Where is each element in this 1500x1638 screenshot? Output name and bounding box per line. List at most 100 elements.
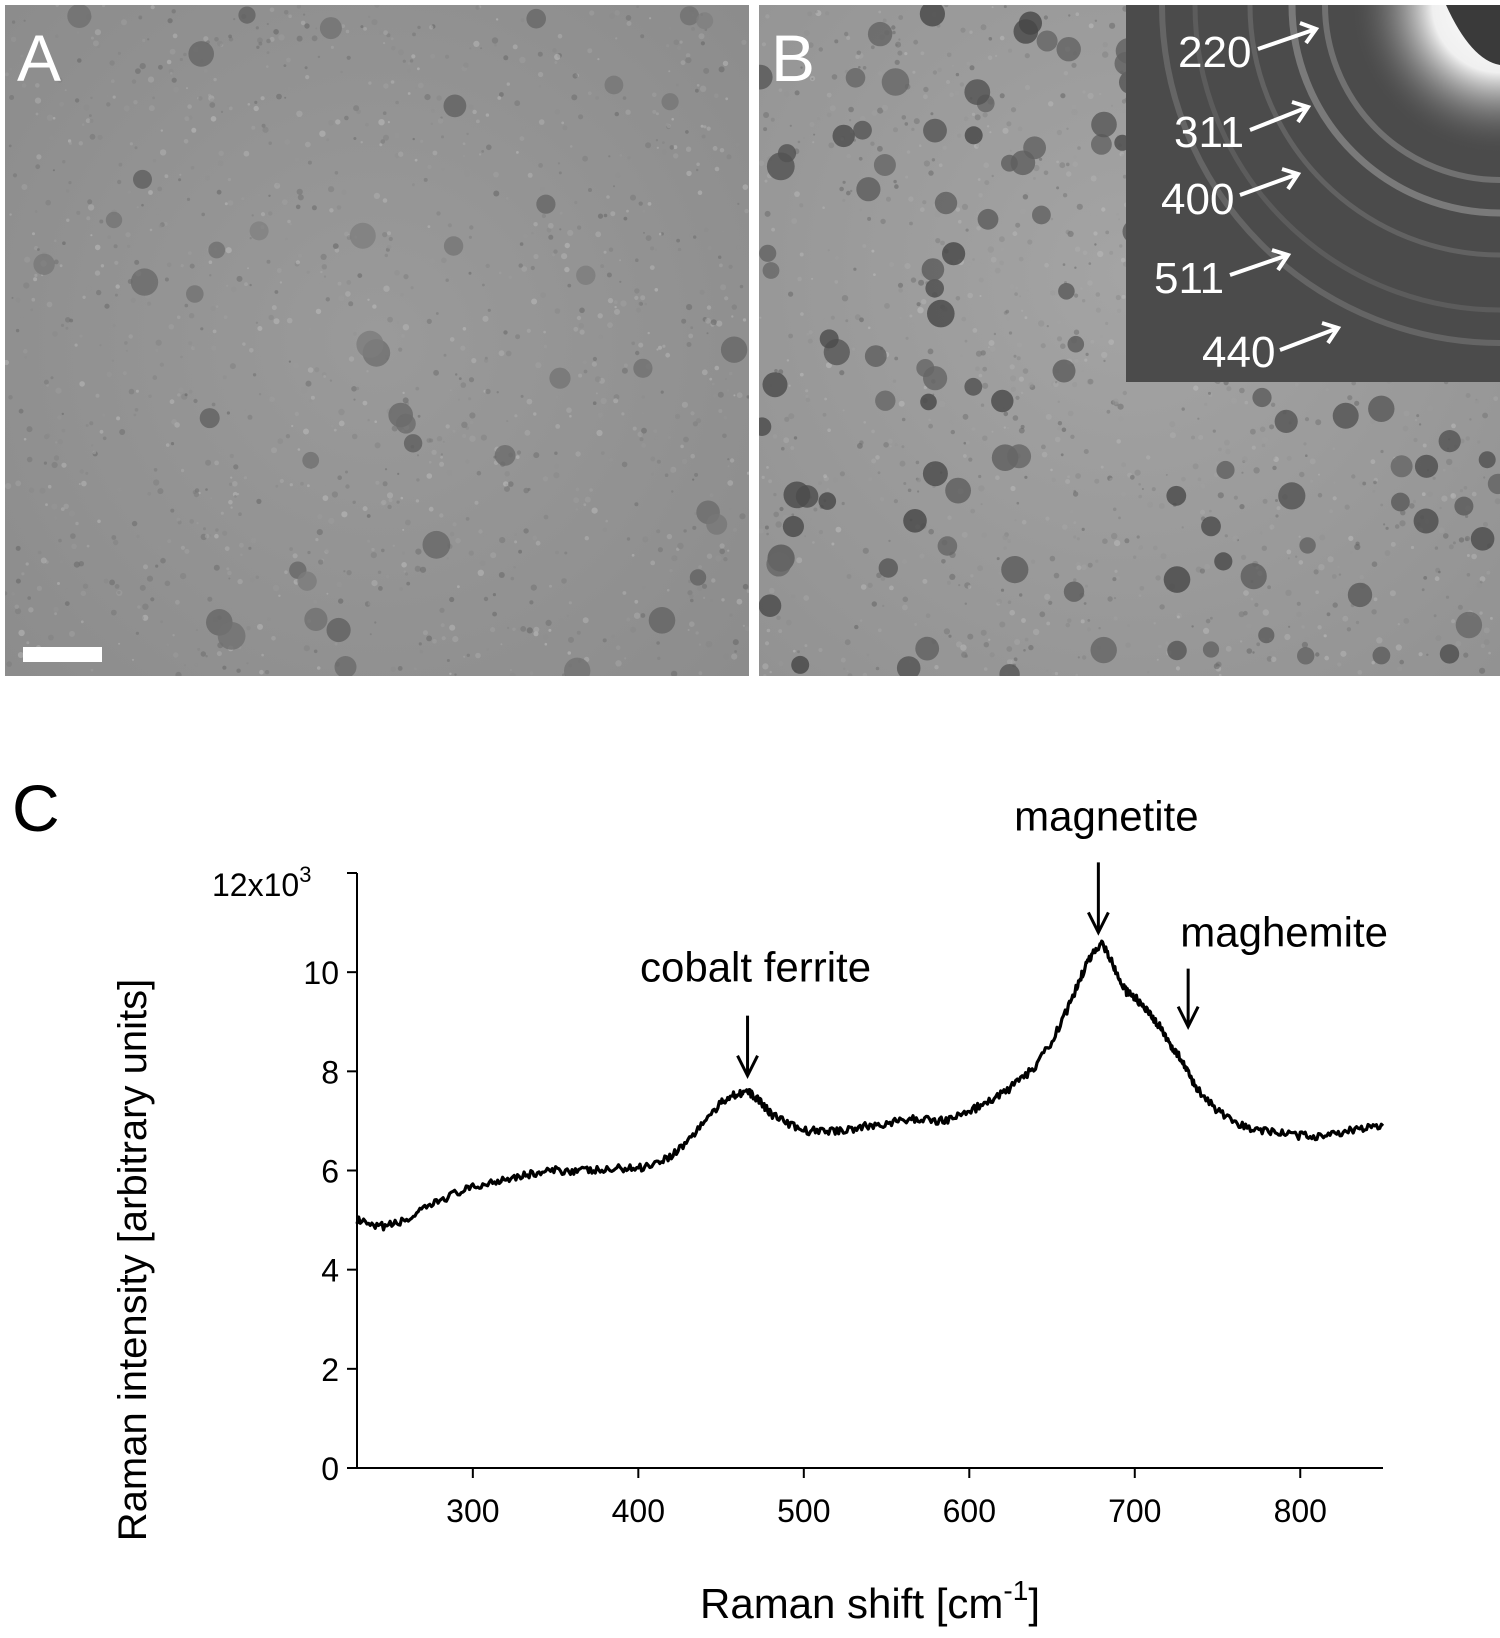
nanoparticle: [494, 445, 516, 466]
nanoparticle: [1439, 644, 1460, 664]
diffraction-rings: 220 311 400 511 440: [1126, 5, 1500, 382]
nanoparticle: [661, 93, 679, 111]
nanoparticle: [706, 513, 728, 535]
nanoparticle: [249, 221, 269, 241]
nanoparticle: [130, 268, 159, 296]
nanoparticle: [864, 345, 887, 367]
nanoparticle: [604, 75, 624, 95]
y-tick-label: 4: [321, 1253, 339, 1289]
nanoparticle: [942, 242, 966, 266]
chart-ticks: 300 400 500 600 700 800 0 2 4 6 8 10: [303, 872, 1327, 1529]
nanoparticle: [1007, 444, 1032, 469]
nanoparticle: [867, 21, 893, 47]
x-axis-label: Raman shift [cm-1]: [700, 1575, 1040, 1627]
x-tick-label: 700: [1108, 1493, 1161, 1529]
annotation-maghemite-label: maghemite: [1180, 909, 1388, 956]
nanoparticle: [648, 607, 676, 634]
nanoparticle: [766, 551, 791, 577]
y-tick-label: 0: [321, 1451, 339, 1487]
nanoparticle: [927, 299, 955, 328]
nanoparticle: [853, 120, 872, 140]
nanoparticle: [536, 194, 556, 214]
nanoparticle: [1036, 30, 1058, 52]
nanoparticle: [689, 569, 707, 586]
nanoparticle: [1001, 556, 1029, 584]
nanoparticle: [1163, 566, 1191, 593]
nanoparticle: [1063, 581, 1085, 602]
y-multiplier-exp: 3: [299, 862, 311, 887]
nanoparticle: [1091, 134, 1112, 155]
nanoparticle: [759, 417, 772, 436]
hkl-label-311: 311: [1174, 108, 1244, 157]
nanoparticle: [766, 152, 795, 181]
nanoparticle: [1058, 283, 1075, 300]
nanoparticle: [1202, 641, 1220, 658]
y-tick-label: 2: [321, 1352, 339, 1388]
nanoparticle: [334, 656, 357, 676]
annotation-cobalt-ferrite-arrowhead: [736, 1054, 759, 1079]
nanoparticle: [762, 262, 780, 279]
nanoparticle: [934, 191, 958, 215]
nanoparticle: [977, 208, 999, 230]
nanoparticle: [105, 211, 123, 229]
tem-image-panel-b: B 220: [759, 5, 1500, 676]
nanoparticle: [1258, 627, 1275, 644]
nanoparticle: [1332, 402, 1359, 429]
nanoparticle: [1470, 527, 1495, 551]
y-tick-label: 6: [321, 1154, 339, 1190]
nanoparticle: [304, 607, 328, 632]
x-axis-label-main: Raman shift [cm: [700, 1580, 1003, 1627]
hkl-arrows: [1229, 21, 1342, 352]
nanoparticle: [878, 558, 898, 578]
hkl-label-400: 400: [1161, 175, 1234, 224]
nanoparticle: [679, 6, 700, 26]
nanoparticle: [1052, 359, 1076, 383]
raman-spectrum-line: [355, 939, 1385, 1232]
panel-label-b: B: [771, 21, 816, 95]
nanoparticle: [443, 94, 467, 118]
nanoparticle: [999, 664, 1020, 676]
nanoparticle: [720, 336, 748, 363]
y-tick-label: 10: [303, 955, 339, 991]
nanoparticle: [923, 118, 947, 143]
nanoparticle: [1299, 537, 1316, 554]
nanoparticle: [1201, 516, 1221, 537]
nanoparticle: [881, 68, 910, 96]
tem-image-panel-a: A: [5, 5, 749, 676]
nanoparticle: [915, 636, 940, 661]
x-tick-label: 400: [612, 1493, 665, 1529]
nanoparticle: [1214, 552, 1233, 571]
x-axis-label-sup: -1: [1003, 1575, 1028, 1606]
panel-label-c: C: [12, 771, 60, 845]
nanoparticle: [916, 359, 935, 377]
nanoparticle: [1166, 485, 1187, 506]
annotation-cobalt-ferrite-label: cobalt ferrite: [640, 944, 871, 991]
x-tick-label: 300: [446, 1493, 499, 1529]
nanoparticle: [1252, 387, 1272, 408]
nanoparticle: [922, 461, 948, 487]
nanoparticle: [845, 68, 866, 88]
nanoparticle: [633, 358, 653, 378]
nanoparticle: [1454, 496, 1474, 516]
nanoparticle: [208, 241, 226, 259]
nanoparticle: [795, 485, 819, 508]
nanoparticle: [1487, 473, 1500, 495]
nanoparticle: [1368, 395, 1395, 422]
nanoparticle: [349, 222, 376, 249]
diffraction-pattern-inset: 220 311 400 511 440: [1126, 5, 1500, 382]
hkl-label-511: 511: [1154, 254, 1224, 303]
nanoparticle: [1414, 454, 1439, 478]
nanoparticle: [1455, 611, 1483, 639]
nanoparticle: [319, 17, 342, 40]
nanoparticle: [696, 12, 714, 30]
nanoparticle: [403, 434, 423, 453]
nanoparticle: [1167, 640, 1187, 661]
nanoparticle: [1032, 205, 1051, 225]
nanoparticle: [564, 657, 591, 676]
x-tick-label: 800: [1274, 1493, 1327, 1529]
nanoparticle: [186, 285, 204, 303]
nanoparticle: [945, 477, 971, 504]
tem-micrograph-a: [5, 5, 749, 676]
nanoparticle: [1372, 646, 1391, 665]
annotation-maghemite-arrowhead: [1176, 1005, 1200, 1030]
